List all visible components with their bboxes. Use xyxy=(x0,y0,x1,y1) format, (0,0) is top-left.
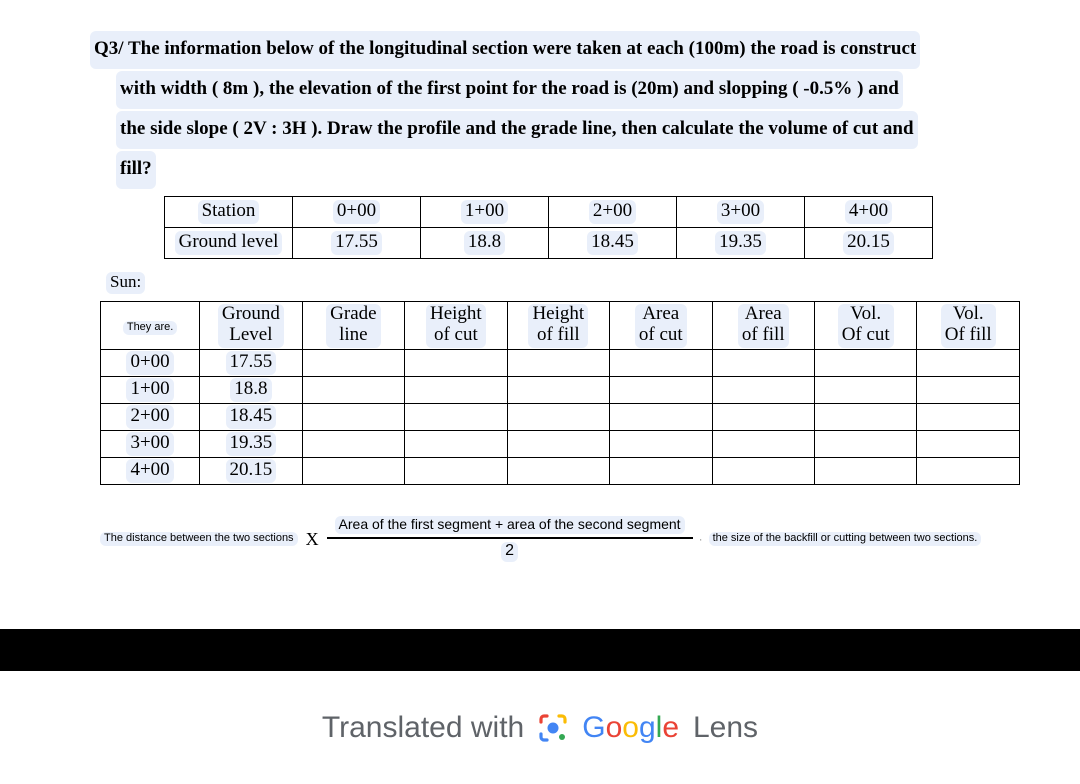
t2-r2-c0: 2+00 xyxy=(126,405,173,429)
lens-word: Lens xyxy=(693,711,758,745)
t2-r3-c0: 3+00 xyxy=(126,432,173,456)
station-table: Station 0+00 1+00 2+00 3+00 4+00 Ground … xyxy=(164,196,933,259)
formula-fraction: Area of the first segment + area of the … xyxy=(327,515,693,563)
t1-station-4: 4+00 xyxy=(845,200,892,224)
question-text: Q3/ The information below of the longitu… xyxy=(90,30,990,190)
google-word: Google xyxy=(582,711,679,745)
formula-left: The distance between the two sections xyxy=(100,532,298,546)
t2-hdr-8: Vol.Of fill xyxy=(941,304,996,348)
t2-r4-c0: 4+00 xyxy=(126,459,173,483)
t1-station-2: 2+00 xyxy=(589,200,636,224)
t1-level-3: 19.35 xyxy=(715,231,766,255)
table-row: 4+00 20.15 xyxy=(101,458,1020,485)
t1-level-0: 17.55 xyxy=(331,231,382,255)
t2-r0-c1: 17.55 xyxy=(226,351,277,375)
t2-r4-c1: 20.15 xyxy=(226,459,277,483)
table-row: 3+00 19.35 xyxy=(101,431,1020,458)
t2-r0-c0: 0+00 xyxy=(126,351,173,375)
t1-row1-label: Station xyxy=(198,200,260,224)
translated-prefix: Translated with xyxy=(322,711,524,745)
google-lens-icon xyxy=(538,713,568,743)
t1-level-2: 18.45 xyxy=(587,231,638,255)
t2-hdr-0: They are. xyxy=(123,321,177,335)
formula-right: the size of the backfill or cutting betw… xyxy=(709,532,982,546)
sun-label: Sun: xyxy=(106,272,145,294)
page-root: Q3/ The information below of the longitu… xyxy=(0,0,1080,784)
document-content: Q3/ The information below of the longitu… xyxy=(20,2,1060,629)
table-row: 2+00 18.45 xyxy=(101,404,1020,431)
translated-text: Translated with Google Lens xyxy=(322,711,758,745)
formula-row: The distance between the two sections X … xyxy=(100,515,990,563)
t2-hdr-4: Heightof fill xyxy=(528,304,588,348)
black-strip xyxy=(0,629,1080,671)
t2-r1-c0: 1+00 xyxy=(126,378,173,402)
q-line-2: with width ( 8m ), the elevation of the … xyxy=(116,71,903,109)
t2-hdr-7: Vol.Of cut xyxy=(838,304,894,348)
formula-sep: · xyxy=(699,532,703,546)
t2-r1-c1: 18.8 xyxy=(230,378,271,402)
t2-hdr-5: Areaof cut xyxy=(635,304,687,348)
t2-hdr-1: GroundLevel xyxy=(218,304,284,348)
translated-bar: Translated with Google Lens xyxy=(0,671,1080,784)
q-line-4: fill? xyxy=(116,151,156,189)
t2-r3-c1: 19.35 xyxy=(226,432,277,456)
formula-x: X xyxy=(306,529,319,550)
formula-top: Area of the first segment + area of the … xyxy=(335,516,685,534)
q-line-3: the side slope ( 2V : 3H ). Draw the pro… xyxy=(116,111,918,149)
formula-bot: 2 xyxy=(501,542,518,562)
t2-hdr-2: Gradeline xyxy=(326,304,380,348)
table-row: 0+00 17.55 xyxy=(101,350,1020,377)
t1-level-4: 20.15 xyxy=(843,231,894,255)
t2-hdr-6: Areaof fill xyxy=(738,304,789,348)
t1-level-1: 18.8 xyxy=(464,231,505,255)
table-row: 1+00 18.8 xyxy=(101,377,1020,404)
t2-hdr-3: Heightof cut xyxy=(426,304,486,348)
t1-station-1: 1+00 xyxy=(461,200,508,224)
calculation-table: They are. GroundLevel Gradeline Heightof… xyxy=(100,301,1020,485)
t1-station-3: 3+00 xyxy=(717,200,764,224)
t1-station-0: 0+00 xyxy=(333,200,380,224)
t1-row2-label: Ground level xyxy=(175,231,283,255)
q-line-1: Q3/ The information below of the longitu… xyxy=(90,31,920,69)
t2-r2-c1: 18.45 xyxy=(226,405,277,429)
